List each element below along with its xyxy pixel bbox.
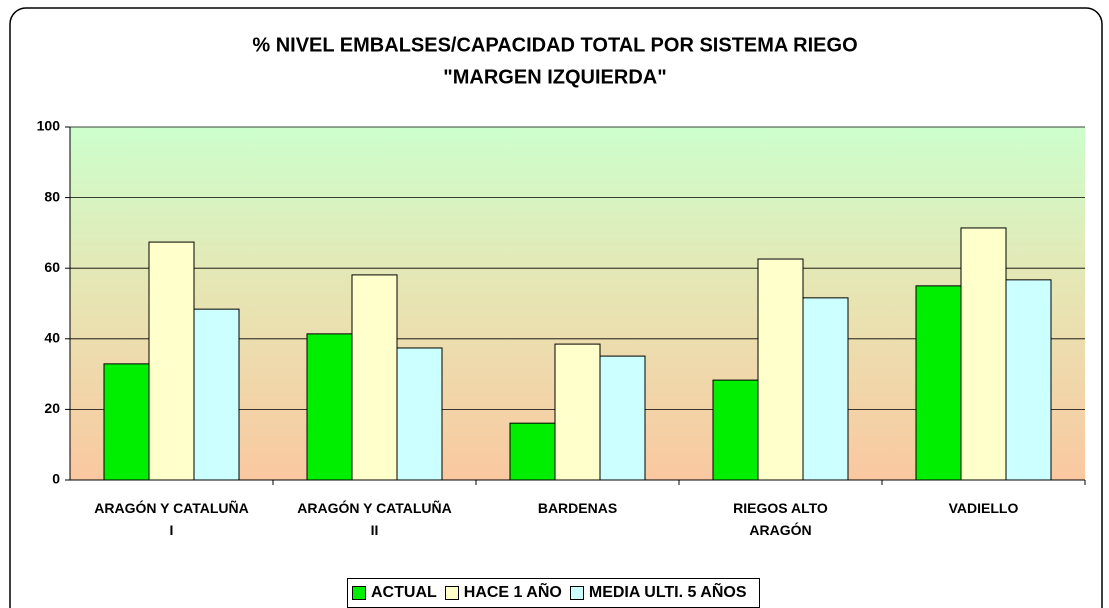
bar [915,285,962,481]
bar [396,347,443,481]
y-tick-label: 40 [44,330,60,346]
legend: ACTUAL HACE 1 AÑO MEDIA ULTI. 5 AÑOS [347,578,760,608]
y-tick-label: 80 [44,188,60,204]
bar [1005,279,1052,481]
bar [193,308,240,481]
bar [960,227,1007,481]
legend-item: ACTUAL [352,584,437,602]
legend-item: HACE 1 AÑO [444,584,562,602]
bar [306,333,353,481]
y-tick-label: 20 [44,400,60,416]
legend-swatch [569,586,584,600]
bar [802,297,849,481]
legend-item: MEDIA ULTI. 5 AÑOS [569,584,747,602]
x-tick-label: RIEGOS ALTO ARAGÓN [733,500,828,538]
chart-subtitle: "MARGEN IZQUIERDA" [443,66,666,88]
bar [148,241,195,481]
bar [599,355,646,481]
y-tick-label: 60 [44,259,60,275]
bar [554,343,601,481]
bar [351,274,398,481]
legend-label: MEDIA ULTI. 5 AÑOS [588,584,747,601]
legend-label: ACTUAL [371,584,437,601]
legend-label: HACE 1 AÑO [463,584,562,601]
x-tick-label: BARDENAS [537,500,618,516]
legend-swatch [444,586,459,600]
y-tick-label: 100 [37,118,61,134]
bar [103,363,150,481]
bar [509,422,556,481]
x-tick-label: ARAGÓN Y CATALUÑA II [297,500,452,538]
legend-swatch [352,586,366,600]
chart-title: % NIVEL EMBALSES/CAPACIDAD TOTAL POR SIS… [252,34,857,56]
bar [712,379,759,481]
x-tick-label: VADIELLO [948,500,1019,516]
y-tick-label: 0 [52,471,60,487]
x-tick-label: ARAGÓN Y CATALUÑA I [94,500,249,538]
bar [757,258,804,481]
